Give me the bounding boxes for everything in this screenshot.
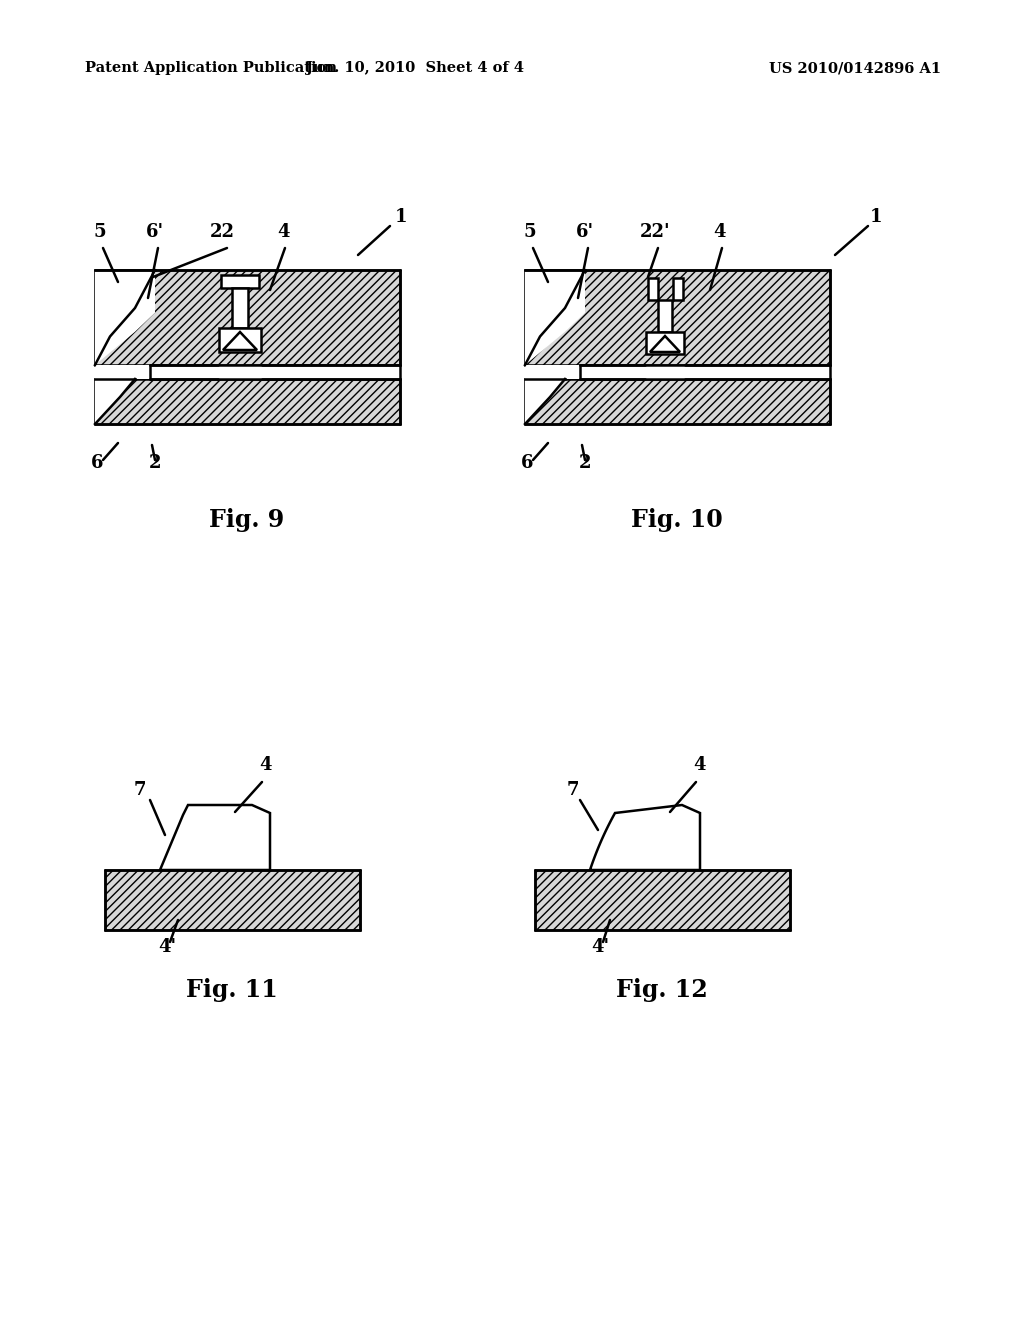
Bar <box>105 870 360 931</box>
Text: Fig. 11: Fig. 11 <box>186 978 278 1002</box>
Polygon shape <box>525 379 565 424</box>
Text: US 2010/0142896 A1: US 2010/0142896 A1 <box>769 61 941 75</box>
Bar <box>535 870 790 931</box>
Polygon shape <box>590 805 700 870</box>
Text: Fig. 12: Fig. 12 <box>616 978 708 1002</box>
Bar <box>525 366 830 379</box>
Text: 1: 1 <box>395 209 408 226</box>
Bar <box>525 271 830 366</box>
Text: 2: 2 <box>148 454 161 473</box>
Bar <box>646 333 684 354</box>
Polygon shape <box>95 379 135 424</box>
Polygon shape <box>525 271 585 366</box>
Bar <box>221 275 259 288</box>
Text: 4: 4 <box>259 756 271 774</box>
Polygon shape <box>95 271 155 366</box>
Text: 6: 6 <box>521 454 534 473</box>
Bar <box>673 279 683 300</box>
Text: 5: 5 <box>93 223 106 242</box>
Text: 5: 5 <box>523 223 537 242</box>
Text: 2: 2 <box>579 454 591 473</box>
Text: 7: 7 <box>134 781 146 799</box>
Text: Patent Application Publication: Patent Application Publication <box>85 61 337 75</box>
Text: 22: 22 <box>210 223 234 242</box>
Polygon shape <box>160 805 270 870</box>
Text: 7: 7 <box>566 781 580 799</box>
Text: Jun. 10, 2010  Sheet 4 of 4: Jun. 10, 2010 Sheet 4 of 4 <box>306 61 524 75</box>
Text: 4': 4' <box>158 939 176 956</box>
Bar <box>95 271 400 366</box>
Text: 4': 4' <box>591 939 609 956</box>
Text: 22': 22' <box>640 223 671 242</box>
Text: 1: 1 <box>870 209 883 226</box>
Text: Fig. 10: Fig. 10 <box>631 508 723 532</box>
Bar <box>525 379 830 424</box>
Text: 6': 6' <box>575 223 594 242</box>
Bar <box>95 379 400 424</box>
Bar <box>95 366 400 379</box>
Polygon shape <box>650 337 680 352</box>
Polygon shape <box>223 333 257 350</box>
Text: Fig. 9: Fig. 9 <box>209 508 285 532</box>
Bar <box>232 288 248 327</box>
Text: 4: 4 <box>276 223 289 242</box>
Text: 4: 4 <box>714 223 726 242</box>
Text: 6': 6' <box>146 223 164 242</box>
Text: 6: 6 <box>91 454 103 473</box>
Bar <box>648 279 658 300</box>
Bar <box>658 300 672 333</box>
Bar <box>219 327 261 352</box>
Text: 4: 4 <box>693 756 707 774</box>
